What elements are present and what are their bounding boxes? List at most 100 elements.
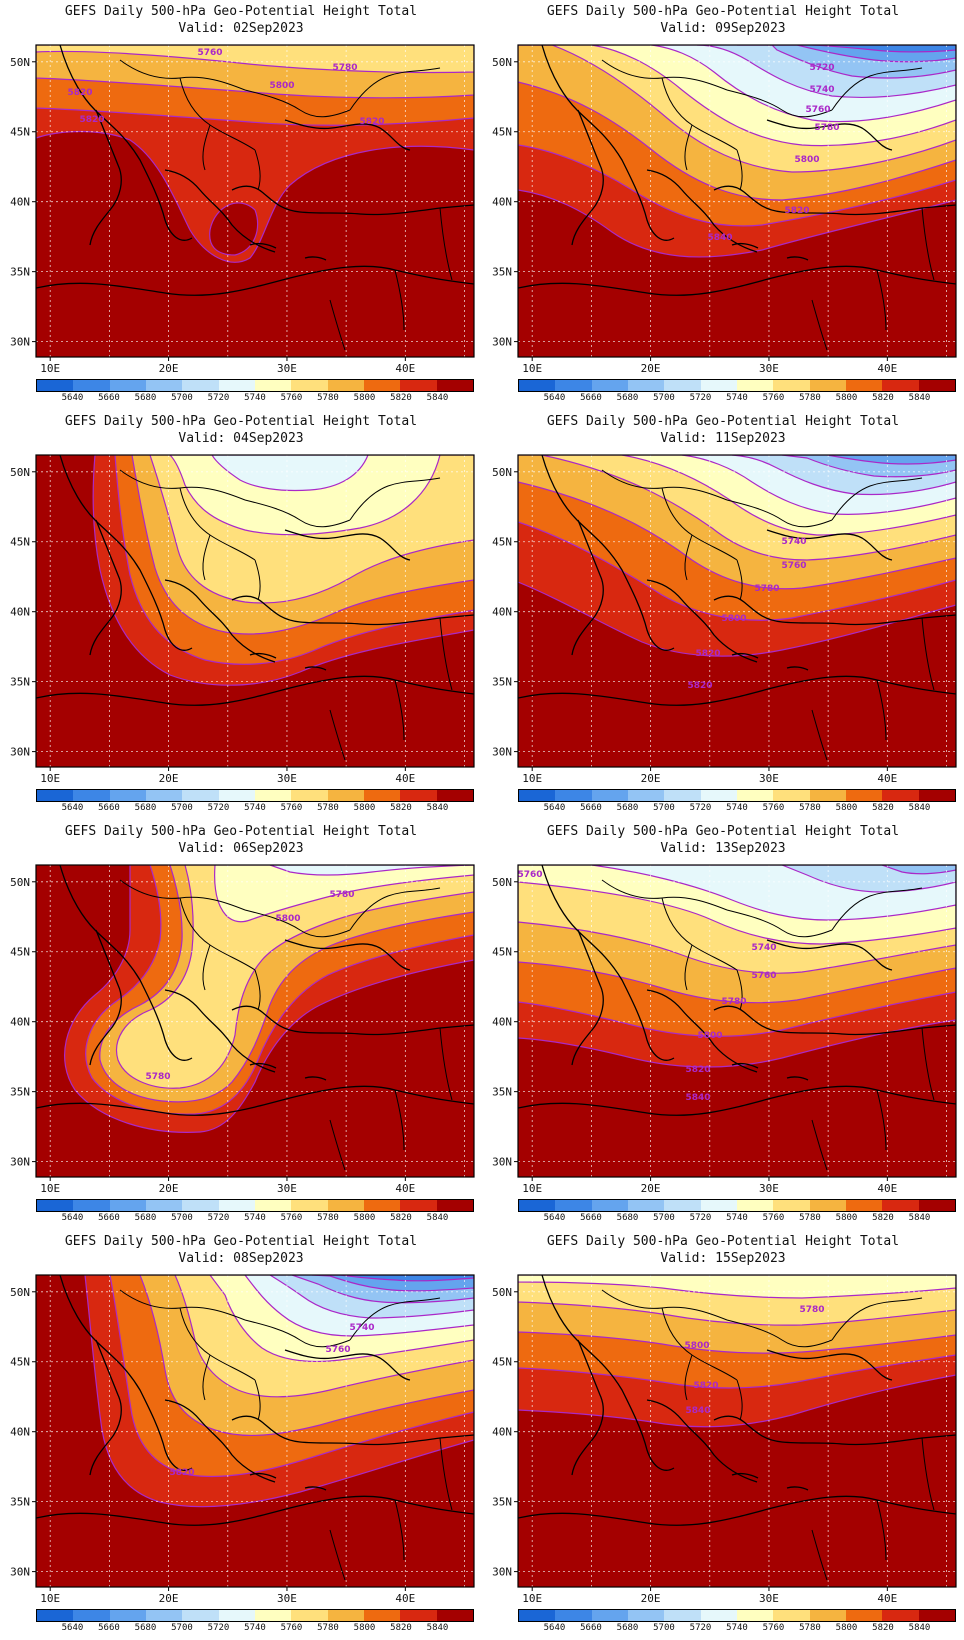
lon-label: 30E bbox=[759, 362, 779, 375]
lon-label: 20E bbox=[641, 362, 661, 375]
coastline bbox=[541, 45, 675, 241]
contour-label: 5820 bbox=[169, 1468, 194, 1478]
colorbar-swatch bbox=[700, 1200, 737, 1211]
coastline bbox=[284, 529, 411, 561]
contour-label: 5820 bbox=[784, 206, 809, 216]
colorbar-label: 5660 bbox=[580, 1213, 602, 1223]
colorbar-swatch bbox=[436, 790, 473, 801]
lat-label: 30N bbox=[492, 746, 512, 759]
colorbar-label: 5840 bbox=[908, 803, 931, 813]
colorbar-label: 5720 bbox=[689, 1213, 712, 1223]
map-panel-3: GEFS Daily 500-hPa Geo-Potential Height … bbox=[0, 410, 482, 820]
colorbar-label: 5680 bbox=[134, 803, 157, 813]
coastline bbox=[231, 1415, 474, 1446]
lat-label: 35N bbox=[492, 1086, 512, 1099]
contour-label: 5720 bbox=[809, 63, 834, 73]
colorbar-label: 5740 bbox=[726, 1623, 748, 1633]
colorbar-swatch bbox=[809, 1610, 846, 1621]
colorbar-label: 5700 bbox=[653, 1623, 675, 1633]
contour-label: 5820 bbox=[685, 1065, 710, 1075]
contour-label: 5780 bbox=[145, 1072, 170, 1082]
colorbar-label: 5640 bbox=[61, 803, 84, 813]
colorbar-swatch bbox=[109, 790, 146, 801]
coastline bbox=[304, 1076, 327, 1081]
lon-label: 10E bbox=[522, 772, 542, 785]
height-band bbox=[209, 202, 259, 256]
coastline bbox=[89, 1339, 122, 1476]
contour-label: 5760 bbox=[751, 971, 776, 981]
country-border bbox=[329, 1529, 346, 1581]
colorbar-swatch bbox=[363, 1200, 401, 1211]
contour-map: 5760 5780 5800 5820 5820 5820 50N 45N 40N 35N 30N 1… bbox=[10, 44, 475, 375]
colorbar-label: 5720 bbox=[689, 1623, 712, 1633]
lon-label: 40E bbox=[395, 772, 415, 785]
colorbar-swatch bbox=[218, 790, 255, 801]
lon-label: 30E bbox=[277, 1182, 297, 1195]
lon-label: 40E bbox=[877, 772, 897, 785]
coastline bbox=[646, 169, 758, 253]
colorbar-swatch bbox=[400, 380, 437, 391]
lat-label: 40N bbox=[492, 1016, 512, 1029]
country-border bbox=[254, 969, 261, 1011]
colorbar-label: 5780 bbox=[317, 803, 339, 813]
panel-title: GEFS Daily 500-hPa Geo-Potential Height … bbox=[64, 1234, 418, 1249]
coastline bbox=[164, 169, 276, 253]
lat-label: 30N bbox=[492, 1566, 512, 1579]
colorbar-label: 5820 bbox=[390, 1213, 412, 1223]
colorbar-swatch bbox=[218, 1610, 255, 1621]
coastline bbox=[571, 519, 604, 656]
lat-label: 40N bbox=[10, 1016, 30, 1029]
colorbar-swatch bbox=[882, 1200, 919, 1211]
colorbar-label: 5660 bbox=[580, 1623, 602, 1633]
country-border bbox=[202, 124, 211, 171]
country-border bbox=[244, 89, 351, 118]
colorbar-label: 5760 bbox=[280, 1623, 303, 1633]
colorbar-label: 5820 bbox=[390, 803, 412, 813]
country-border bbox=[876, 679, 887, 741]
colorbar-label: 5740 bbox=[244, 393, 266, 403]
colorbar-swatch bbox=[736, 790, 774, 801]
coastline bbox=[766, 529, 893, 561]
colorbar-swatch bbox=[109, 380, 146, 391]
colorbar-label: 5820 bbox=[390, 393, 412, 403]
lon-label: 10E bbox=[522, 362, 542, 375]
lat-label: 45N bbox=[492, 536, 512, 549]
colorbar-labels: 5640 5660 5680 5700 5720 5740 5760 5780 5800 5820… bbox=[36, 803, 474, 815]
colorbar-label: 5660 bbox=[580, 803, 602, 813]
contour-label: 5740 bbox=[517, 840, 542, 850]
map-frame bbox=[517, 454, 957, 768]
colorbar-swatch bbox=[664, 1610, 701, 1621]
colorbar-swatch bbox=[809, 1200, 846, 1211]
colorbar-label: 5780 bbox=[317, 393, 339, 403]
country-border bbox=[831, 887, 923, 931]
country-border bbox=[684, 534, 693, 581]
coastline bbox=[713, 595, 956, 626]
lon-label: 20E bbox=[159, 1592, 179, 1605]
colorbar-swatch bbox=[918, 380, 955, 391]
lat-label: 35N bbox=[10, 1086, 30, 1099]
colorbar-label: 5760 bbox=[280, 803, 303, 813]
contour-label: 5800 bbox=[721, 614, 746, 624]
colorbar-label: 5780 bbox=[799, 1213, 821, 1223]
colorbar-swatch bbox=[145, 1610, 183, 1621]
coastline bbox=[36, 1085, 474, 1116]
lon-label: 30E bbox=[277, 772, 297, 785]
map-panel-4: GEFS Daily 500-hPa Geo-Potential Height … bbox=[482, 410, 964, 820]
lat-label: 35N bbox=[10, 1496, 30, 1509]
colorbar-label: 5800 bbox=[353, 1213, 376, 1223]
colorbar-swatch bbox=[436, 1200, 473, 1211]
country-border bbox=[684, 124, 693, 171]
lon-label: 10E bbox=[40, 1592, 60, 1605]
map-panel-7: GEFS Daily 500-hPa Geo-Potential Height … bbox=[0, 1230, 482, 1640]
colorbar bbox=[518, 379, 956, 392]
height-band bbox=[269, 865, 474, 876]
country-border bbox=[811, 709, 828, 761]
lon-label: 10E bbox=[522, 1182, 542, 1195]
country-border bbox=[394, 679, 405, 741]
colorbar-swatch bbox=[736, 1610, 774, 1621]
panel-title: GEFS Daily 500-hPa Geo-Potential Height … bbox=[546, 4, 900, 19]
colorbar-label: 5700 bbox=[653, 803, 675, 813]
colorbar-label: 5800 bbox=[835, 1623, 858, 1633]
map-frame bbox=[517, 864, 957, 1178]
country-border bbox=[726, 89, 833, 118]
